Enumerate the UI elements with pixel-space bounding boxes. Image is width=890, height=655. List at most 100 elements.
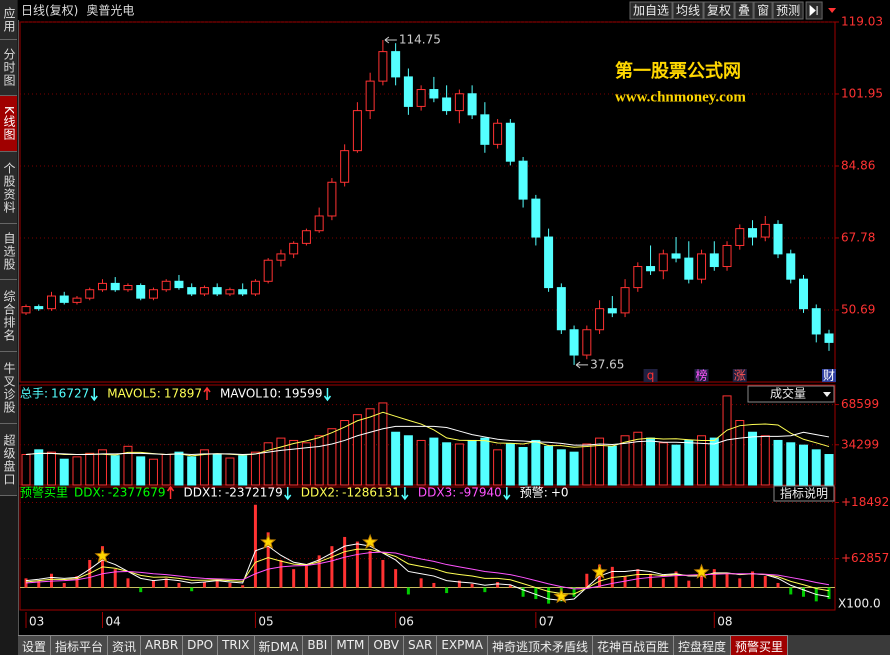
chart-title: 日线(复权) — [21, 4, 78, 18]
volume-bar — [276, 437, 286, 486]
explain-label: 指标说明 — [780, 486, 828, 501]
legend-name: 总手: — [20, 387, 48, 401]
volume-bar — [238, 455, 248, 486]
event-badge: 榜 — [696, 368, 708, 383]
indicator-dropdown[interactable] — [747, 385, 835, 403]
panel-frame — [19, 486, 836, 611]
candle-body — [391, 51, 401, 78]
ddx-bar — [738, 578, 742, 588]
y-tick-label: 68599 — [841, 397, 879, 411]
header-button[interactable]: 复权 — [703, 1, 735, 20]
tab[interactable]: MTM — [332, 635, 370, 655]
candle-body — [518, 160, 528, 200]
sidebar-item[interactable]: 个股资料 — [0, 152, 17, 224]
tab[interactable]: 神奇逃顶术矛盾线 — [487, 635, 593, 655]
candle-body — [289, 242, 299, 255]
volume-bar — [85, 452, 95, 486]
header-button[interactable]: 加自选 — [629, 1, 673, 20]
volume-bar — [773, 439, 783, 486]
y-tick-label: 67.78 — [841, 230, 875, 244]
candle-body — [811, 308, 821, 335]
volume-bar — [442, 442, 452, 486]
ddx-bar — [419, 578, 423, 588]
header-button[interactable]: 均线 — [672, 1, 704, 20]
sidebar-item[interactable]: 牛叉诊股 — [0, 352, 17, 424]
tab[interactable]: EXPMA — [437, 635, 488, 655]
volume-bar — [646, 437, 656, 486]
candle-body — [85, 289, 95, 299]
legend-value: -97940 — [459, 486, 502, 500]
tab[interactable]: 预警买里 — [730, 635, 788, 655]
sidebar: 应用 分时图 K线图 个股资料 自选股 综合排名 牛叉诊股 超级盘口 — [0, 0, 19, 655]
volume-bar — [352, 414, 362, 486]
candle-body — [110, 282, 120, 291]
tab[interactable]: 新DMA — [254, 635, 304, 655]
header-button[interactable]: 窗 — [753, 1, 773, 20]
volume-bar — [391, 431, 401, 486]
button-label: 加自选 — [633, 4, 669, 18]
ddx-bar — [177, 582, 181, 588]
tab[interactable]: OBV — [369, 635, 404, 655]
candle-body — [97, 282, 107, 291]
volume-bar — [327, 428, 337, 486]
sidebar-item[interactable]: K线图 — [0, 96, 17, 152]
button-label: 预测 — [776, 4, 800, 18]
tab[interactable]: 资讯 — [108, 635, 142, 655]
alert-name: 预警: — [520, 485, 548, 500]
tab[interactable]: 设置 — [18, 635, 52, 655]
volume-bar — [416, 439, 426, 486]
ddx-bar — [126, 578, 130, 588]
alert-star — [693, 563, 710, 579]
candle-body — [199, 287, 209, 295]
tab[interactable]: ARBR — [141, 635, 184, 655]
y-tick-label: +62857 — [841, 551, 889, 565]
legend-value: 19599 — [284, 387, 322, 401]
volume-bar — [799, 444, 809, 486]
ddx-bar — [547, 587, 551, 604]
tab[interactable]: BBI — [303, 635, 333, 655]
event-badge-bg — [822, 369, 836, 382]
candle-body — [250, 280, 260, 295]
ddx-bar — [37, 580, 41, 588]
tab[interactable]: 控盘程度 — [673, 635, 731, 655]
header-button[interactable]: 预测 — [772, 1, 804, 20]
ddx-bar — [827, 587, 831, 600]
trend-arrow — [90, 388, 98, 402]
legend-name: DDX3: — [418, 486, 456, 500]
ddx-bar — [585, 573, 589, 588]
x-tick-label: 04 — [105, 615, 120, 629]
menu-icon — [828, 8, 837, 13]
volume-bar — [225, 457, 235, 486]
ddx-bar — [457, 580, 461, 588]
ddx-bar — [776, 582, 780, 588]
tab[interactable]: SAR — [403, 635, 438, 655]
candle-body — [582, 329, 592, 356]
ddx-bar — [215, 579, 219, 588]
ddx-bar — [343, 536, 347, 588]
volume-bar — [607, 445, 617, 486]
candle-body — [467, 93, 477, 116]
volume-bar — [735, 420, 745, 486]
ddx-line — [25, 548, 830, 595]
ddx-bar — [381, 559, 385, 588]
tab[interactable]: TRIX — [218, 635, 255, 655]
tab[interactable]: DPO — [183, 635, 219, 655]
candle-body — [429, 89, 439, 99]
sidebar-item[interactable]: 综合排名 — [0, 280, 17, 352]
sidebar-item[interactable]: 自选股 — [0, 224, 17, 280]
sidebar-item[interactable]: 分时图 — [0, 40, 17, 96]
ddx-bar — [190, 587, 194, 592]
sidebar-item[interactable]: 超级盘口 — [0, 424, 17, 496]
explain-button[interactable] — [773, 485, 835, 502]
ddx-bar — [763, 576, 767, 588]
ddx-bar — [279, 559, 283, 588]
header-button[interactable]: 叠 — [734, 1, 754, 20]
x-tick-label: 08 — [717, 615, 732, 629]
button-bg — [772, 1, 804, 20]
tab[interactable]: 指标平台 — [51, 635, 109, 655]
volume-bar — [161, 454, 171, 486]
volume-bar — [684, 439, 694, 486]
tab[interactable]: 花神百战百胜 — [592, 635, 674, 655]
sidebar-item[interactable]: 应用 — [0, 0, 17, 40]
volume-bar — [467, 439, 477, 486]
